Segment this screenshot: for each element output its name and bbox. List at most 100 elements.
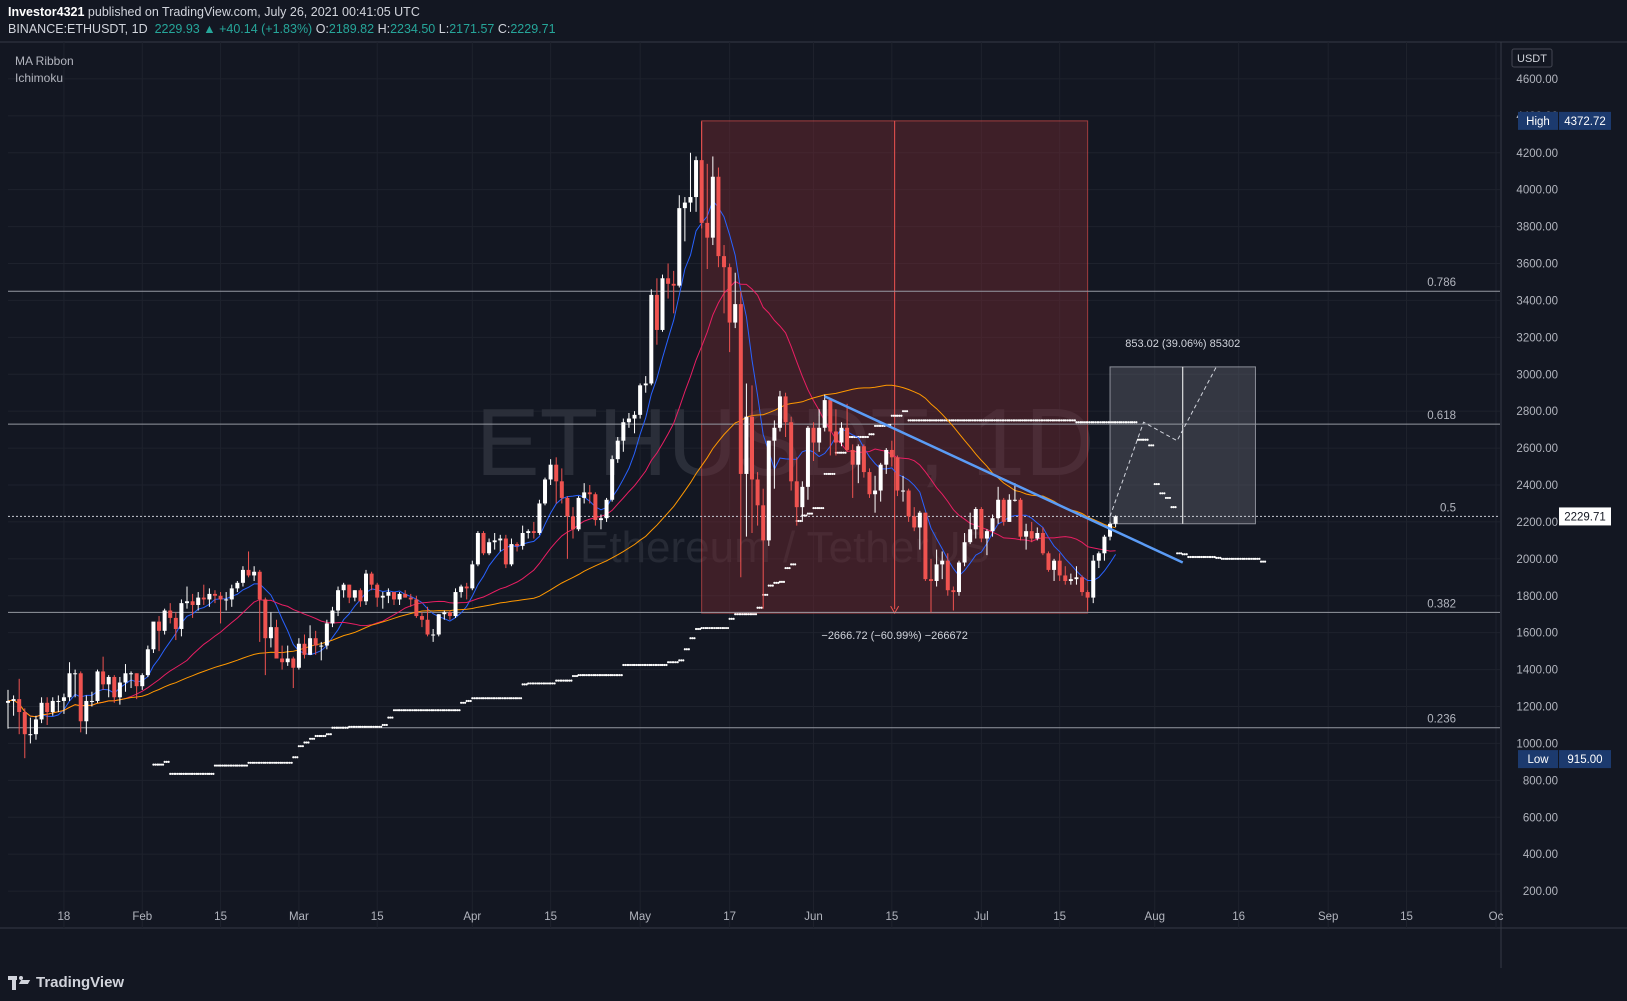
candle[interactable] [940,551,945,580]
candle[interactable] [101,656,106,690]
candle[interactable] [1052,558,1057,581]
candle[interactable] [537,499,542,535]
candle[interactable] [319,641,324,661]
candle[interactable] [162,608,167,635]
candle[interactable] [968,512,973,545]
time-axis[interactable]: 18 Feb 15 Mar 15 Apr 15 May 17 Jun 15 Jul 15 Aug 16 Sep… [58,911,1504,923]
candle[interactable] [766,440,771,546]
candle[interactable] [414,595,419,618]
candle[interactable] [1102,534,1107,561]
candle[interactable] [487,538,492,556]
candle[interactable] [173,612,178,641]
candle[interactable] [548,459,553,485]
price-axis[interactable]: 200.00 400.00 600.00 800.00 1000.00 1200.00 14… [1511,48,1611,898]
candle[interactable] [901,475,906,502]
candle[interactable] [190,593,195,618]
candle[interactable] [979,507,984,543]
candle[interactable] [207,588,212,607]
candle[interactable] [671,270,676,314]
candle[interactable] [688,152,693,212]
candle[interactable] [1046,551,1051,572]
candle[interactable] [738,291,743,578]
candle[interactable] [492,532,497,550]
candle[interactable] [89,691,94,707]
candle[interactable] [464,582,469,600]
candle[interactable] [839,422,844,447]
candle[interactable] [1068,573,1073,585]
candle[interactable] [134,673,139,700]
candle[interactable] [33,715,38,740]
candle[interactable] [358,588,363,607]
candle[interactable] [543,477,548,506]
candle[interactable] [1018,497,1023,541]
candle[interactable] [973,507,978,539]
candle[interactable] [565,496,570,559]
candle[interactable] [39,697,44,724]
candle[interactable] [397,592,402,605]
candle[interactable] [682,197,687,242]
candle[interactable] [1024,523,1029,550]
candle[interactable] [425,606,430,637]
candle[interactable] [419,612,424,628]
candle[interactable] [990,514,995,537]
candle[interactable] [929,558,934,613]
candle[interactable] [352,590,357,602]
candle[interactable] [375,582,380,607]
candle[interactable] [710,156,715,246]
candle[interactable] [1108,521,1113,541]
unit-badge[interactable] [1511,48,1553,68]
candle[interactable] [436,614,441,637]
candle[interactable] [604,497,609,522]
candle[interactable] [833,409,838,456]
candle[interactable] [145,645,150,677]
candle[interactable] [11,695,16,716]
candle[interactable] [274,619,279,659]
candle[interactable] [235,580,240,593]
candle[interactable] [822,394,827,432]
ma-mid-line[interactable] [7,280,1116,718]
candle[interactable] [6,689,10,729]
candle[interactable] [856,444,861,484]
candle[interactable] [179,599,184,637]
candle[interactable] [861,444,866,478]
candle[interactable] [559,468,564,504]
candle[interactable] [638,383,643,419]
candle[interactable] [526,529,531,539]
candle[interactable] [470,560,475,591]
candle[interactable] [666,263,671,299]
author-name[interactable]: Investor4321 [8,5,85,19]
candle[interactable] [509,538,514,567]
candle[interactable] [280,645,285,670]
candle[interactable] [951,586,956,611]
candle[interactable] [73,669,78,698]
candle[interactable] [794,457,799,526]
candle[interactable] [733,272,738,329]
candle[interactable] [531,521,536,539]
candle[interactable] [1113,515,1118,528]
candle[interactable] [934,549,939,587]
candle[interactable] [431,628,436,642]
candle[interactable] [28,717,33,744]
candle[interactable] [576,496,581,532]
candle[interactable] [78,671,83,733]
candle[interactable] [123,664,128,692]
candle[interactable] [615,437,620,463]
price-range-box[interactable]: −2666.72 (−60.99%) −266672 [701,120,1089,642]
indicator-ichimoku[interactable]: Ichimoku [15,71,64,85]
indicator-ma-ribbon[interactable]: MA Ribbon [15,54,74,68]
candle[interactable] [1012,483,1017,502]
candle[interactable] [811,422,816,462]
candle[interactable] [240,566,245,587]
candle[interactable] [1040,527,1045,556]
candle[interactable] [1096,551,1101,569]
candle[interactable] [224,592,229,611]
candle[interactable] [654,278,659,345]
trendline[interactable] [824,395,1184,564]
candle[interactable] [268,612,273,648]
candle[interactable] [403,590,408,598]
candle[interactable] [520,525,525,550]
projection-box[interactable]: 853.02 (39.06%) 85302 [1109,338,1256,525]
candle[interactable] [391,592,396,605]
candle[interactable] [168,603,173,624]
candle[interactable] [313,630,318,655]
